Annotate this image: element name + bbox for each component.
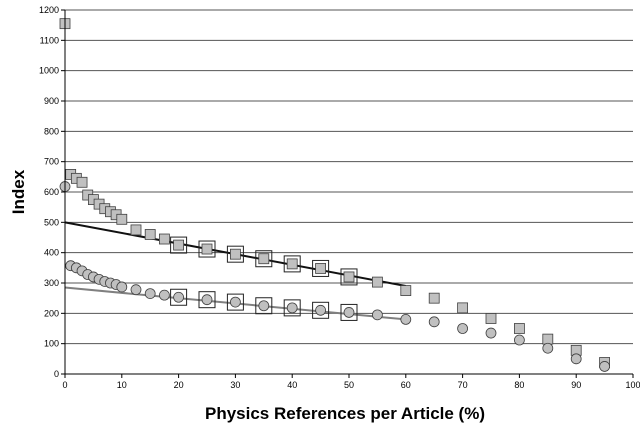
square-point [286, 258, 298, 270]
highlight-box [255, 297, 273, 315]
y-tick-label: 800 [44, 126, 59, 136]
square-point [315, 263, 327, 274]
data-markers [59, 18, 610, 372]
highlight-box [283, 255, 301, 273]
square-point [542, 333, 554, 345]
x-tick-label: 50 [344, 380, 354, 390]
circle-point [116, 281, 128, 293]
x-tick-label: 40 [287, 380, 297, 390]
x-tick-label: 70 [458, 380, 468, 390]
highlight-box [198, 240, 216, 258]
circle-point [514, 334, 525, 346]
x-tick-label: 60 [401, 380, 411, 390]
highlight-box [170, 288, 188, 306]
highlight-box [170, 236, 188, 254]
x-tick-label: 0 [62, 380, 67, 390]
circle-point [130, 284, 142, 296]
y-axis-title: Index [9, 169, 28, 214]
circle-point [144, 288, 156, 300]
square-point [76, 176, 88, 188]
y-tick-label: 300 [44, 278, 59, 288]
circle-point [542, 342, 554, 354]
highlight-box [312, 301, 330, 319]
x-tick-label: 10 [117, 380, 127, 390]
x-axis-title: Physics References per Article (%) [205, 404, 485, 423]
x-tick-label: 80 [514, 380, 524, 390]
square-point [371, 276, 383, 288]
highlight-box [283, 299, 301, 317]
square-point [173, 239, 185, 251]
circle-point [457, 323, 469, 334]
y-tick-label: 1000 [39, 66, 59, 76]
circle-point [371, 309, 383, 321]
square-point [229, 248, 241, 260]
circle-point [599, 361, 610, 372]
highlight-box [198, 291, 216, 309]
circle-point [258, 300, 270, 312]
axes [61, 9, 634, 378]
x-tick-label: 90 [571, 380, 581, 390]
circle-point [428, 316, 440, 328]
circle-point [400, 313, 412, 325]
highlight-box [255, 250, 273, 268]
circle-point [315, 304, 327, 316]
square-point [514, 323, 525, 334]
gridlines [65, 9, 633, 345]
square-point [428, 292, 440, 304]
square-point [158, 233, 170, 245]
highlight-box [340, 268, 358, 286]
y-tick-label: 400 [44, 248, 59, 258]
x-tick-label: 20 [174, 380, 184, 390]
square-point [201, 243, 213, 255]
y-tick-label: 1200 [39, 5, 59, 15]
square-point [258, 253, 270, 265]
y-tick-label: 600 [44, 187, 59, 197]
tick-labels: 0100200300400500600700800900100011001200… [39, 5, 640, 390]
circle-point [229, 296, 241, 308]
x-tick-label: 30 [230, 380, 240, 390]
square-point [457, 302, 469, 314]
square-point [343, 271, 355, 283]
y-tick-label: 0 [54, 369, 59, 379]
square-point [116, 213, 128, 225]
square-point [485, 313, 497, 324]
y-tick-label: 500 [44, 217, 59, 227]
y-tick-label: 900 [44, 96, 59, 106]
circle-point [485, 327, 497, 339]
x-tick-label: 100 [625, 380, 640, 390]
y-tick-label: 700 [44, 157, 59, 167]
square-point [144, 229, 156, 240]
y-tick-label: 200 [44, 308, 59, 318]
y-tick-label: 100 [44, 339, 59, 349]
highlight-box [226, 293, 244, 311]
square-point [400, 285, 412, 296]
square-point [130, 224, 142, 236]
highlight-box [340, 303, 358, 321]
y-tick-label: 1100 [40, 35, 59, 45]
highlight-box [226, 245, 244, 263]
highlight-box [312, 259, 330, 277]
circle-point [343, 307, 355, 318]
circle-point [173, 291, 185, 303]
circle-point [286, 302, 298, 314]
circle-point [158, 289, 170, 301]
circle-point [570, 353, 582, 365]
circle-point [201, 294, 213, 306]
